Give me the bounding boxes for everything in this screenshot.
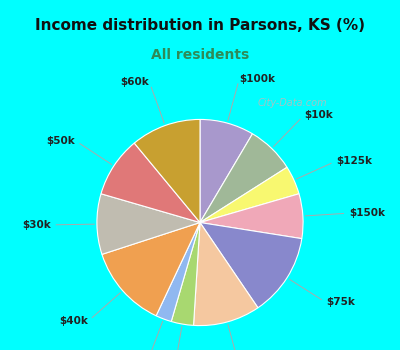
Text: $100k: $100k: [239, 74, 275, 84]
Text: $60k: $60k: [121, 77, 150, 87]
Wedge shape: [200, 119, 252, 223]
Text: All residents: All residents: [151, 48, 249, 62]
Text: $125k: $125k: [336, 156, 372, 166]
Wedge shape: [97, 194, 200, 254]
Wedge shape: [194, 223, 258, 326]
Text: $40k: $40k: [59, 316, 88, 326]
Text: Income distribution in Parsons, KS (%): Income distribution in Parsons, KS (%): [35, 18, 365, 33]
Wedge shape: [102, 223, 200, 316]
Text: $50k: $50k: [46, 135, 75, 146]
Wedge shape: [200, 223, 302, 308]
Text: $75k: $75k: [326, 298, 355, 307]
Wedge shape: [101, 143, 200, 223]
Text: City-Data.com: City-Data.com: [258, 98, 328, 108]
Wedge shape: [156, 223, 200, 322]
Wedge shape: [134, 119, 200, 223]
Text: $30k: $30k: [22, 220, 51, 230]
Wedge shape: [171, 223, 200, 326]
Text: $10k: $10k: [304, 110, 332, 120]
Wedge shape: [200, 134, 287, 223]
Wedge shape: [200, 167, 299, 223]
Text: $150k: $150k: [349, 208, 385, 218]
Wedge shape: [200, 194, 303, 239]
